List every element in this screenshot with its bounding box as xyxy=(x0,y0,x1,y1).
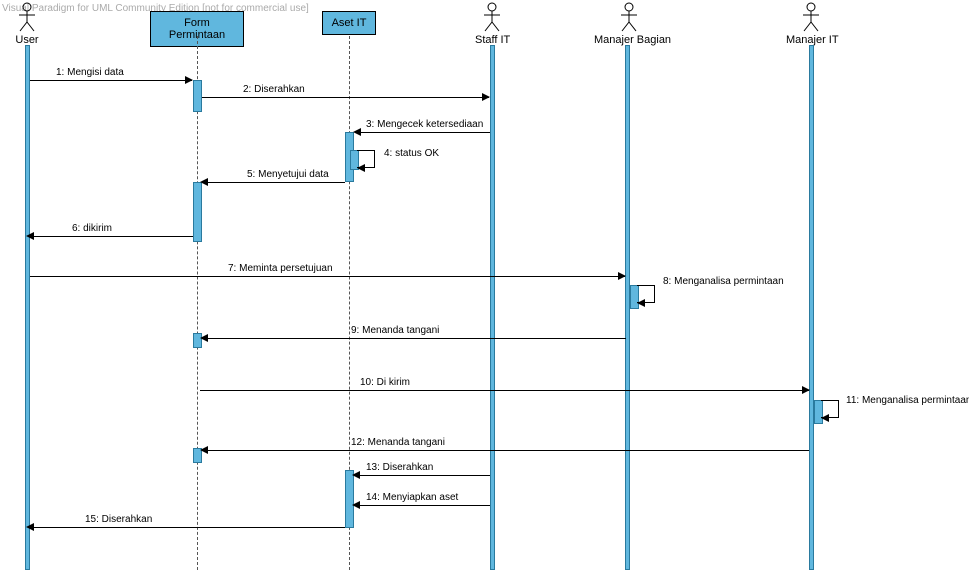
actor-manit: Manajer IT xyxy=(786,2,836,46)
lbl-15: 15: Diserahkan xyxy=(85,514,152,525)
arr-5 xyxy=(200,178,208,186)
msg-12 xyxy=(202,450,809,451)
arr-4 xyxy=(357,164,365,172)
arr-12 xyxy=(200,446,208,454)
lbl-8: 8: Menganalisa permintaan xyxy=(663,276,784,287)
actor-staff: Staff IT xyxy=(475,2,509,46)
object-aset: Aset IT xyxy=(322,11,376,35)
lbl-6: 6: dikirim xyxy=(72,223,112,234)
lbl-9: 9: Menanda tangani xyxy=(351,325,439,336)
arr-15 xyxy=(26,523,34,531)
arr-1 xyxy=(185,76,193,84)
arr-7 xyxy=(618,272,626,280)
arr-11 xyxy=(821,414,829,422)
msg-15 xyxy=(30,527,345,528)
lbl-7: 7: Meminta persetujuan xyxy=(228,263,333,274)
arr-6 xyxy=(26,232,34,240)
actor-manbag: Manajer Bagian xyxy=(594,2,664,46)
lbl-1: 1: Mengisi data xyxy=(56,67,124,78)
arr-10 xyxy=(802,386,810,394)
msg-5 xyxy=(202,182,345,183)
lbl-14: 14: Menyiapkan aset xyxy=(366,492,458,503)
lbl-2: 2: Diserahkan xyxy=(243,84,305,95)
arr-8 xyxy=(637,299,645,307)
lifeline-form xyxy=(197,36,198,570)
lbl-12: 12: Menanda tangani xyxy=(351,437,445,448)
msg-1 xyxy=(30,80,192,81)
arr-9 xyxy=(200,334,208,342)
msg-6 xyxy=(30,236,193,237)
act-form-1 xyxy=(193,80,202,112)
arr-3 xyxy=(353,128,361,136)
msg-14 xyxy=(354,505,490,506)
lbl-11: 11: Menganalisa permintaan xyxy=(846,395,969,406)
arr-13 xyxy=(352,471,360,479)
lbl-13: 13: Diserahkan xyxy=(366,462,433,473)
arr-2 xyxy=(482,93,490,101)
msg-7 xyxy=(30,276,625,277)
msg-13 xyxy=(354,475,490,476)
lifeline-user xyxy=(25,45,30,570)
arr-14 xyxy=(352,501,360,509)
lbl-10: 10: Di kirim xyxy=(360,377,410,388)
msg-10 xyxy=(200,390,809,391)
lifeline-manit xyxy=(809,45,814,570)
actor-user: User xyxy=(14,2,40,46)
msg-9 xyxy=(202,338,626,339)
lbl-4: 4: status OK xyxy=(384,148,439,159)
act-form-2 xyxy=(193,182,202,242)
msg-2 xyxy=(202,97,489,98)
lifeline-staff xyxy=(490,45,495,570)
msg-3 xyxy=(355,132,490,133)
lbl-5: 5: Menyetujui data xyxy=(247,169,329,180)
lbl-3: 3: Mengecek ketersediaan xyxy=(366,119,483,130)
